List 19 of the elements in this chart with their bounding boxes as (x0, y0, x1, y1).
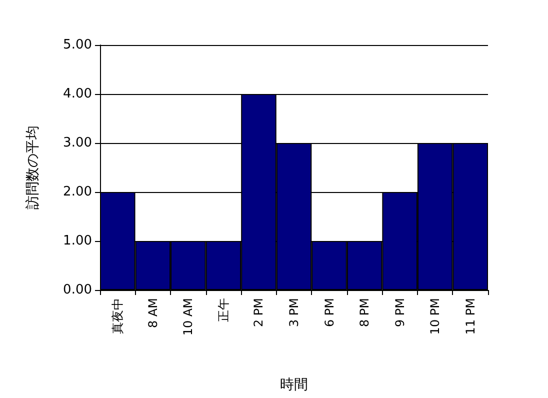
x-tick-label: 3 PM (287, 298, 301, 328)
y-axis-title: 訪問数の平均 (25, 126, 41, 210)
y-tick-label: 0.00 (63, 282, 92, 298)
x-tick-label: 6 PM (322, 298, 336, 328)
x-tick-label: 8 AM (146, 298, 160, 328)
x-tick-label: 11 PM (463, 298, 478, 335)
x-tick-label: 2 PM (252, 298, 266, 328)
y-tick-label: 1.00 (63, 234, 92, 248)
y-tick-label: 4.00 (63, 86, 92, 102)
y-tick-label: 5.00 (63, 38, 92, 52)
x-tick-label: 8 PM (358, 298, 372, 328)
x-tick-label: 正午 (216, 298, 230, 322)
x-tick-label: 9 PM (392, 298, 407, 328)
x-axis-title: 時間 (280, 377, 308, 393)
y-tick-label: 2.00 (63, 184, 92, 200)
x-tick-label: 真夜中 (110, 298, 125, 334)
x-tick-label: 10 AM (181, 298, 196, 336)
y-tick-label: 3.00 (63, 136, 92, 150)
x-tick-label: 10 PM (428, 298, 442, 335)
